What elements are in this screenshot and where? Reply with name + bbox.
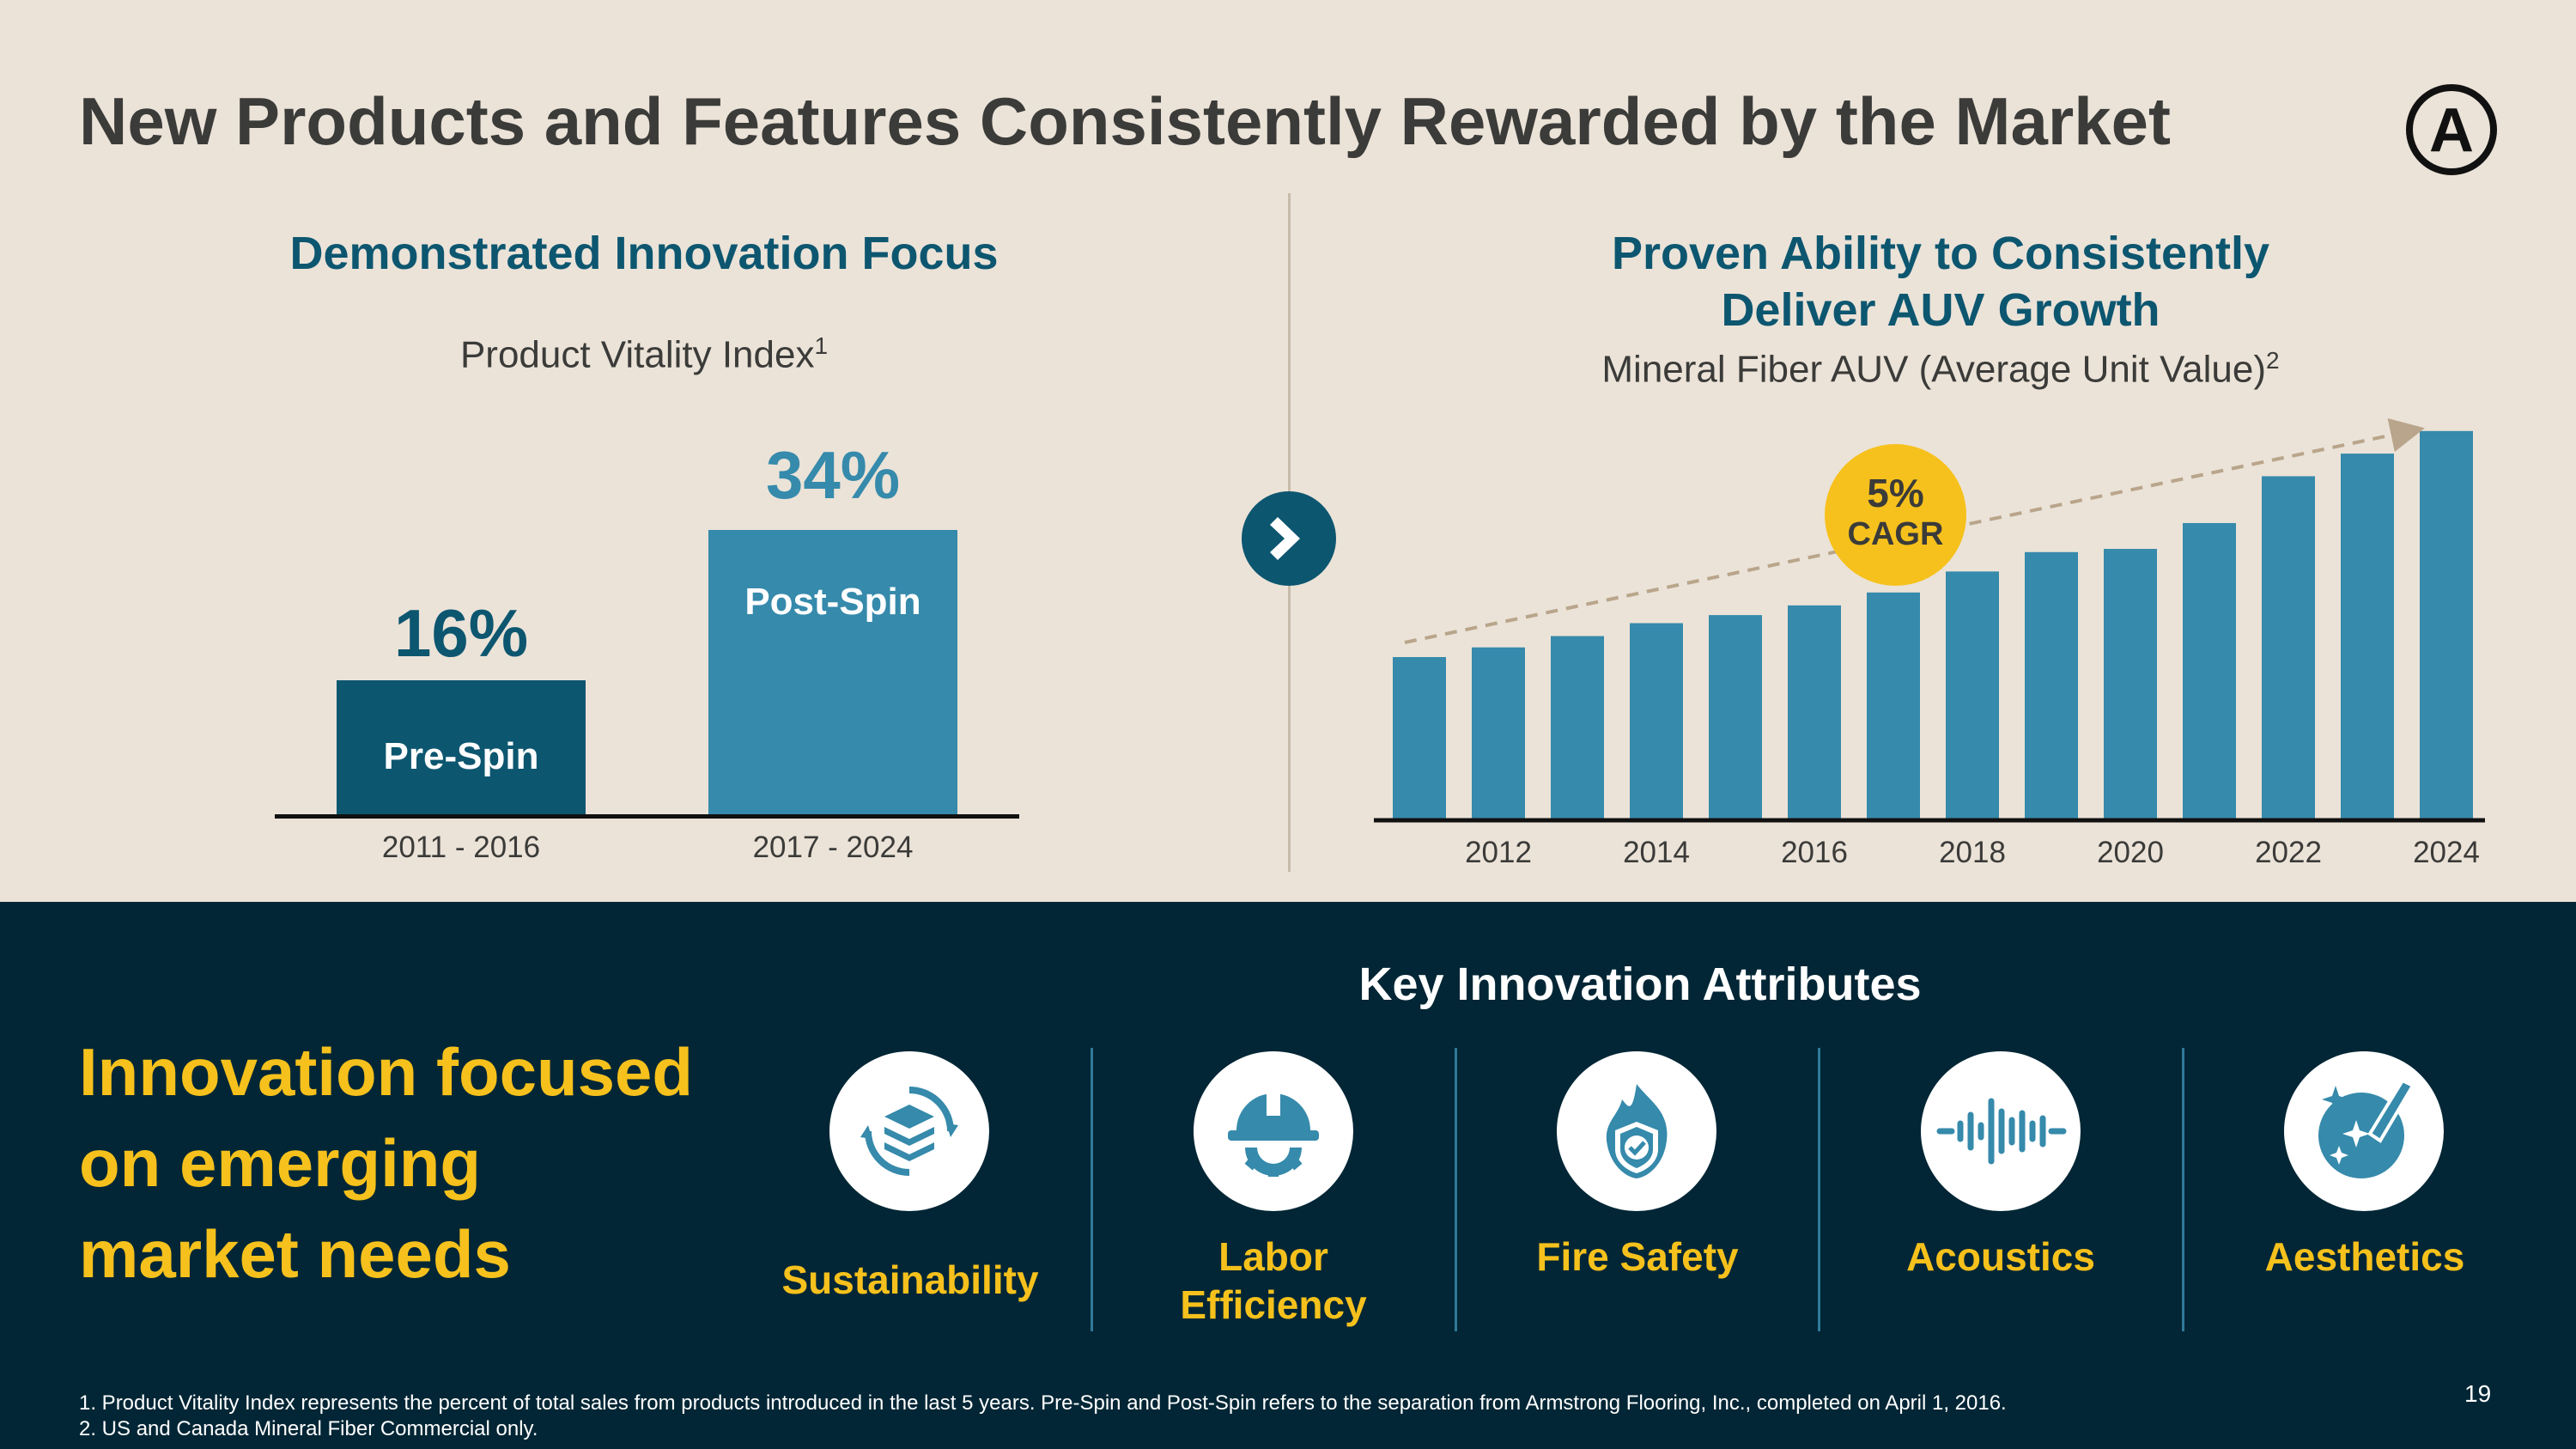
auv-bar-2018	[1946, 571, 1999, 819]
attribute-divider	[2182, 1048, 2184, 1331]
left-subheading: Product Vitality Index1	[343, 332, 945, 377]
attribute-label-sustainability: Sustainability	[781, 1257, 1039, 1302]
palette-icon	[2318, 1078, 2415, 1178]
attribute-label-aesthetics: Aesthetics	[2264, 1234, 2465, 1279]
auv-bar-2024	[2420, 430, 2473, 819]
post-spin-value: 34%	[765, 437, 901, 513]
pre-spin-value: 16%	[393, 595, 529, 671]
x-tick-label: 2018	[1939, 836, 2006, 869]
pre-spin-bar	[337, 680, 586, 816]
pre-spin-period: 2011 - 2016	[381, 831, 541, 864]
auv-label: Mineral Fiber AUV (Average Unit Value)	[1601, 348, 2266, 391]
footnote-1: 1. Product Vitality Index represents the…	[79, 1391, 2007, 1415]
footnote-ref-2: 2	[2266, 347, 2280, 374]
x-tick-label: 2012	[1465, 836, 1532, 869]
pre-spin-label: Pre-Spin	[383, 735, 539, 777]
right-subheading: Mineral Fiber AUV (Average Unit Value)2	[1511, 347, 2370, 392]
post-spin-bar	[708, 530, 957, 816]
page-title: New Products and Features Consistently R…	[79, 83, 2171, 159]
footnote-ref-1: 1	[814, 332, 829, 359]
attribute-label-acoustics: Acoustics	[1906, 1234, 2095, 1279]
labor-line2: Efficiency	[1180, 1282, 1367, 1327]
auv-bar-2020	[2104, 549, 2157, 819]
auv-bar-2013	[1551, 636, 1604, 819]
x-tick-label: 2016	[1781, 836, 1848, 869]
attribute-divider	[1455, 1048, 1457, 1331]
tagline-line-1: Innovation focused	[79, 1034, 694, 1110]
right-heading-line2: Deliver AUV Growth	[1721, 284, 2160, 336]
next-arrow-button[interactable]	[1242, 491, 1336, 586]
x-tick-label: 2020	[2097, 836, 2164, 869]
attribute-label-labor-efficiency: Labor Efficiency	[1119, 1233, 1428, 1329]
armstrong-logo-icon: A	[2406, 84, 2497, 175]
left-axis-line	[275, 814, 1019, 819]
auv-bar-2014	[1630, 623, 1683, 819]
hard-hat-icon	[1228, 1090, 1319, 1177]
auv-bar-2017	[1867, 592, 1920, 819]
auv-bar-2011	[1393, 657, 1446, 819]
auv-bar-2022	[2262, 476, 2315, 819]
aesthetics-badge	[2284, 1051, 2444, 1211]
attributes-title: Key Innovation Attributes	[1358, 959, 1922, 1010]
chevron-right-icon	[1270, 517, 1300, 560]
right-heading: Proven Ability to Consistently Deliver A…	[1511, 225, 2370, 338]
x-tick-label: 2014	[1623, 836, 1690, 869]
post-spin-period: 2017 - 2024	[752, 831, 914, 864]
auv-bar-chart: 2012 2014 2016 2018 2020 2022 2024	[1374, 418, 2485, 869]
sound-wave-icon	[1936, 1098, 2067, 1165]
auv-bar-2021	[2183, 522, 2236, 819]
cagr-label: CAGR	[1847, 516, 1944, 552]
left-heading: Demonstrated Innovation Focus	[289, 228, 999, 279]
fire-shield-icon	[1606, 1084, 1668, 1178]
auv-bar-2015	[1709, 615, 1762, 819]
x-tick-label: 2024	[2413, 836, 2480, 869]
sustainability-badge	[829, 1051, 989, 1211]
acoustics-badge	[1921, 1051, 2081, 1211]
attribute-label-fire-safety: Fire Safety	[1536, 1234, 1739, 1279]
labor-line1: Labor	[1218, 1234, 1328, 1279]
auv-bar-2016	[1788, 605, 1841, 819]
page-number: 19	[2464, 1380, 2492, 1407]
post-spin-label: Post-Spin	[744, 581, 921, 623]
logo-letter: A	[2429, 96, 2474, 165]
auv-bar-2023	[2341, 454, 2394, 819]
labor-badge	[1194, 1051, 1353, 1211]
pvi-label: Product Vitality Index	[459, 333, 815, 376]
fire-safety-badge	[1557, 1051, 1716, 1211]
right-heading-line1: Proven Ability to Consistently	[1611, 228, 2270, 279]
auv-bar-2012	[1472, 647, 1525, 819]
tagline-line-2: on emerging	[79, 1125, 482, 1201]
footnote-2: 2. US and Canada Mineral Fiber Commercia…	[79, 1417, 538, 1440]
auv-bar-2019	[2025, 551, 2078, 819]
x-tick-label: 2022	[2255, 836, 2322, 869]
cagr-value: 5%	[1867, 471, 1924, 515]
attribute-divider	[1818, 1048, 1820, 1331]
cagr-badge: 5% CAGR	[1825, 444, 1966, 586]
tagline-line-3: market needs	[79, 1216, 511, 1292]
attribute-divider	[1091, 1048, 1093, 1331]
innovation-tagline: Innovation focused on emerging market ne…	[79, 1026, 693, 1300]
sustainability-icon	[860, 1087, 958, 1176]
